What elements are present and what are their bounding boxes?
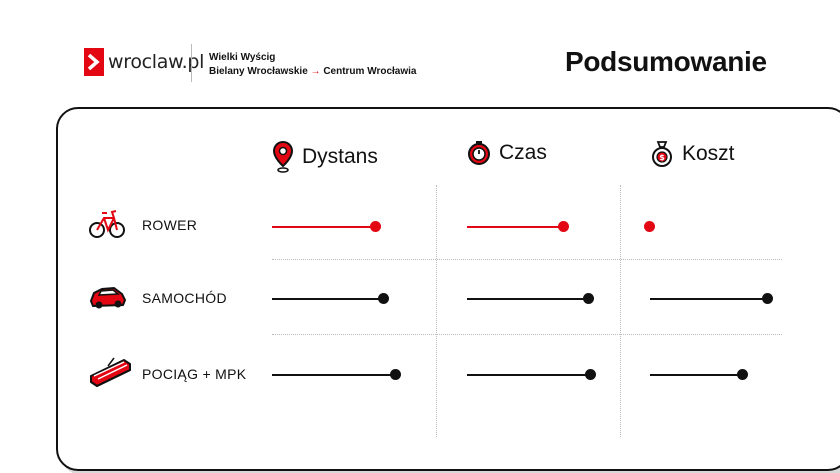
value-bar [467,293,597,309]
event-title: Wielki Wyścig [209,52,276,63]
value-dot [377,293,389,304]
svg-text:$: $ [659,153,665,162]
grid-row-divider [272,334,782,335]
route-arrow-icon: → [310,66,321,77]
car-icon [89,286,127,309]
brand-logo[interactable]: wroclaw.pl [84,48,204,76]
grid-column-divider [620,185,621,437]
value-dot [585,369,596,380]
stopwatch-icon [468,141,490,165]
value-dot [644,221,655,232]
column-header-cost: $ Koszt [650,140,735,168]
value-bar [467,221,572,237]
column-label: Dystans [302,145,378,168]
value-bar [272,293,392,309]
value-dot [582,293,594,304]
column-header-distance: Dystans [272,140,378,174]
logo-text: wroclaw.pl [108,51,205,73]
value-bar [467,369,599,385]
page-title: Podsumowanie [565,46,767,77]
route-to: Centrum Wrocławia [323,66,417,77]
value-bar [650,293,777,309]
value-bar [272,221,385,237]
value-bar [650,369,751,385]
bicycle-icon [89,210,125,238]
logo-arrow-icon [84,48,104,76]
map-pin-icon [272,140,294,173]
tram-icon [90,357,131,388]
value-dot [390,369,401,380]
route-from: Bielany Wrocławskie [209,66,308,77]
value-dot [557,221,569,232]
value-dot [370,221,382,232]
row-label-car: SAMOCHÓD [142,290,227,306]
event-route: Bielany Wrocławskie → Centrum Wrocławia [209,65,416,79]
column-label: Koszt [682,142,735,165]
value-dot [736,369,748,380]
header-divider [191,44,192,82]
column-label: Czas [499,141,547,164]
row-label-train: POCIĄG + MPK [142,366,247,382]
event-subtitle: Wielki Wyścig Bielany Wrocławskie → Cent… [209,51,416,79]
column-header-time: Czas [467,140,547,166]
grid-row-divider [272,259,782,260]
row-label-bike: ROWER [142,217,198,233]
summary-card [56,107,840,471]
value-bar [272,369,404,385]
money-bag-icon: $ [652,141,672,167]
value-dot [762,293,774,304]
grid-column-divider [436,185,437,437]
